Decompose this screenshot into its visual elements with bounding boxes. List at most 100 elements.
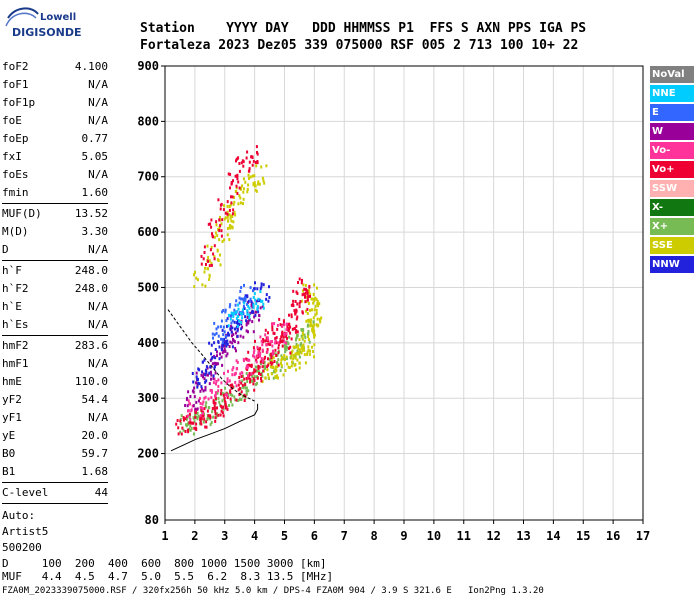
echo-point-vo [252,159,255,163]
echo-point-sse [231,226,234,230]
echo-point-sse [317,323,320,327]
echo-point-sse [314,304,317,308]
echo-point-x [242,374,244,378]
echo-point-vo [195,410,197,414]
echo-point-e [242,304,245,308]
echo-point-sse [307,288,310,292]
echo-point-e [222,309,225,312]
echo-point-sse [297,347,300,351]
echo-point-nne [257,297,260,301]
echo-point-vo [231,212,234,216]
echo-point-vo [234,372,237,376]
echo-point-sse [313,343,316,347]
echo-point-nne [231,312,234,316]
echo-point-sse [206,267,209,270]
echo-point-sse [263,181,266,185]
echo-point-sse [254,184,257,188]
param-value: 4.100 [74,60,108,73]
param-label: foF1p [2,96,36,109]
echo-point-sse [275,376,278,380]
echo-point-x [224,386,227,390]
echo-point-vo [259,373,262,377]
echo-point-sse [311,350,314,353]
echo-point-vo [226,396,229,399]
echo-point-nnw [223,338,226,341]
param-row: foEs N/A [2,166,108,184]
param-value: N/A [88,243,108,256]
echo-point-sse [297,352,300,356]
echo-point-sse [309,349,311,353]
echo-point-vo [282,319,285,323]
echo-point-vo [214,409,217,413]
echo-point-vo [213,407,216,411]
echo-point-nnw [225,340,228,344]
echo-point-w [233,340,236,344]
echo-point-vo [308,284,311,288]
echo-point-sse [226,227,229,230]
echo-point-e [240,286,243,289]
echo-point-w [202,389,205,393]
echo-point-sse [294,352,297,356]
echo-point-vo [206,409,209,413]
echo-point-sse [241,184,244,188]
param-label: foF1 [2,78,29,91]
echo-point-x [263,364,266,368]
y-tick-label: 500 [137,280,159,294]
echo-point-vo [186,428,189,432]
echo-point-w [212,376,215,380]
echo-point-x [234,398,237,402]
echo-point-sse [208,278,211,281]
x-tick-label: 4 [251,529,258,543]
echo-point-x [285,357,288,361]
echo-point-sse [213,255,216,259]
echo-point-sse [294,356,297,360]
echo-point-x [283,344,286,347]
echo-point-vo [259,352,262,355]
echo-point-e [249,297,252,301]
param-label: foF2 [2,60,29,73]
echo-point-vo [271,352,274,356]
echo-point-nnw [223,341,226,345]
echo-point-x [185,423,187,427]
echo-point-vo [280,335,283,339]
echo-point-x [210,420,213,424]
echo-point-vo [212,381,215,385]
echo-point-x [247,389,250,393]
echo-point-vo [285,322,288,326]
echo-point-sse [295,368,297,372]
echo-point-sse [226,204,229,208]
echo-point-sse [262,179,265,183]
echo-point-sse [223,217,226,221]
echo-point-w [224,349,227,353]
echo-point-vo [294,330,297,334]
echo-point-nne [248,313,251,317]
echo-point-x [251,375,254,378]
echo-point-sse [219,215,221,219]
echo-point-x [244,396,247,400]
param-label: foEp [2,132,29,145]
echo-point-sse [296,352,299,356]
echo-point-vo [252,371,255,375]
echo-point-sse [238,194,241,198]
echo-point-e [222,325,225,329]
echo-point-x [231,403,234,407]
echo-point-x [228,404,231,407]
echo-point-sse [290,356,293,360]
echo-point-sse [305,309,307,313]
x-tick-label: 17 [636,529,650,543]
echo-point-nnw [191,372,194,375]
echo-point-vo [257,367,260,371]
param-value: 1.68 [81,465,109,478]
echo-point-nnw [250,310,253,314]
echo-point-sse [276,374,279,378]
echo-point-x [277,358,280,362]
y-tick-label: 200 [137,447,159,461]
param-value: 0.77 [81,132,109,145]
echo-point-sse [223,204,226,208]
echo-point-vo [209,388,212,392]
echo-point-vo [259,335,262,339]
echo-point-nne [254,298,257,302]
echo-point-sse [301,336,304,340]
param-row: fxI 5.05 [2,148,108,166]
echo-point-nnw [204,369,207,373]
